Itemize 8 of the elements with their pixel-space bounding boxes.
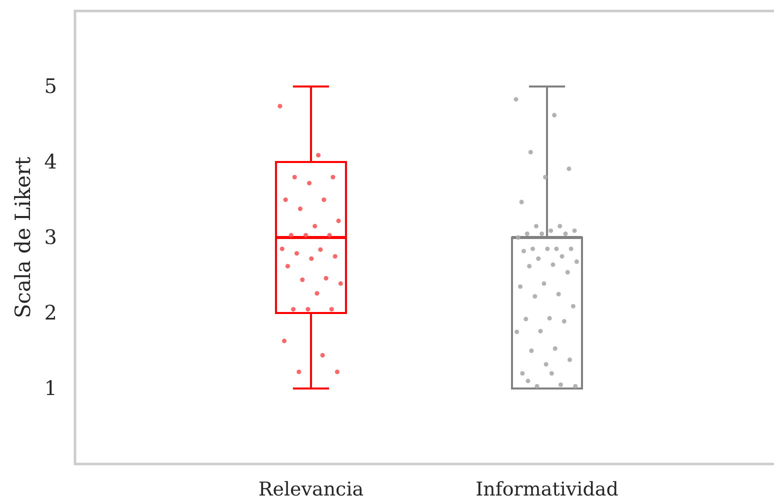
y-axis-title: Scala de Likert — [11, 156, 35, 318]
y-tick-label: 4 — [44, 149, 57, 174]
y-tick-label: 1 — [44, 376, 57, 400]
y-tick-label: 2 — [44, 300, 57, 324]
x-tick-label: Relevancia — [258, 478, 364, 500]
y-tick-label: 3 — [44, 224, 57, 249]
x-tick-label: Informatividad — [476, 478, 618, 500]
y-tick-label: 5 — [44, 74, 57, 98]
